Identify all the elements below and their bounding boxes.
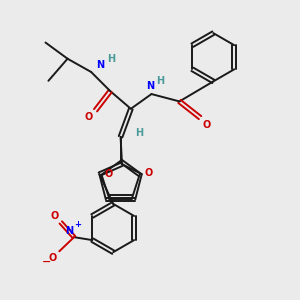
Text: N: N [96,60,104,70]
Text: +: + [74,220,81,229]
Text: O: O [145,168,153,178]
Text: H: H [135,128,143,138]
Text: O: O [49,253,57,263]
Text: O: O [202,120,211,130]
Text: O: O [50,211,58,221]
Text: H: H [107,54,116,64]
Text: O: O [85,112,93,122]
Text: −: − [42,256,52,267]
Text: N: N [65,226,74,236]
Text: N: N [146,80,154,91]
Text: H: H [156,76,164,86]
Text: O: O [104,169,113,179]
